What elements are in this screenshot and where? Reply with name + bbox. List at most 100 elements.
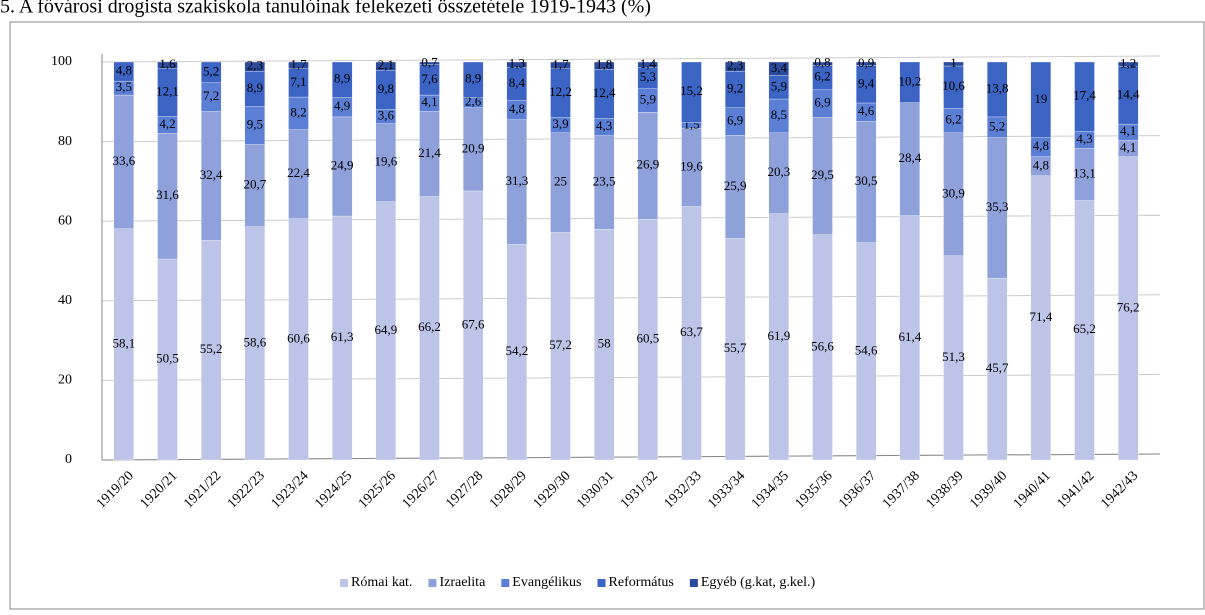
data-label: 4,8 [1033, 138, 1049, 153]
data-label: 57,2 [549, 337, 572, 352]
data-label: 10,2 [898, 73, 921, 88]
bar-segment [463, 61, 484, 98]
data-label: 5,9 [640, 91, 656, 106]
legend-label: Egyéb (g.kat, g.kel.) [701, 575, 816, 590]
data-label: 9,2 [727, 80, 743, 95]
grid-line [101, 135, 1161, 143]
data-label: 19 [1034, 91, 1047, 106]
data-label: 10,6 [942, 78, 965, 93]
data-label: 28,4 [898, 150, 921, 165]
y-tick-label: 60 [58, 213, 72, 228]
data-label: 54,2 [505, 343, 528, 358]
data-label: 58,6 [243, 334, 266, 349]
data-label: 3,6 [378, 108, 395, 123]
grid-line [101, 55, 1161, 63]
data-label: 51,3 [942, 349, 965, 364]
legend-swatch [689, 579, 698, 587]
data-label: 20,7 [243, 177, 266, 192]
legend-label: Izraelita [439, 575, 486, 590]
data-label: 4,8 [1033, 157, 1049, 172]
data-label: 61,3 [331, 329, 354, 344]
data-label: 8,9 [334, 71, 350, 86]
data-label: 15,2 [680, 83, 703, 98]
data-label: 32,4 [200, 167, 223, 182]
data-label: 35,3 [986, 199, 1009, 214]
bar-segment [725, 61, 746, 72]
data-label: 54,6 [855, 342, 878, 357]
y-tick-label: 80 [58, 134, 72, 149]
data-label: 1,7 [552, 56, 569, 71]
data-label: 3,4 [771, 60, 788, 75]
data-label: 31,6 [156, 187, 179, 202]
data-label: 1 [950, 55, 957, 70]
data-label: 2,3 [727, 58, 743, 73]
bar-segment [594, 61, 615, 70]
bar-segment [899, 61, 920, 103]
bar-segment [1118, 61, 1139, 67]
data-label: 19,6 [680, 158, 703, 173]
data-label: 12,1 [156, 83, 179, 98]
data-label: 63,7 [680, 324, 703, 339]
data-label: 0,9 [858, 55, 874, 70]
data-label: 9,5 [247, 116, 263, 131]
data-label: 4,1 [1120, 123, 1136, 138]
data-label: 19,6 [374, 154, 397, 169]
data-label: 12,2 [549, 84, 572, 99]
data-label: 7,2 [203, 88, 219, 103]
data-label: 1,4 [640, 56, 657, 71]
data-label: 26,9 [636, 157, 659, 172]
data-label: 6,2 [814, 69, 830, 84]
data-label: 60,5 [636, 331, 659, 346]
data-label: 76,2 [1117, 299, 1140, 314]
data-label: 24,9 [331, 157, 354, 172]
data-label: 1,3 [509, 56, 525, 71]
chart-title: 5. A fővárosi drogista szakiskola tanuló… [0, 0, 651, 18]
data-label: 7,1 [290, 74, 306, 89]
bar-segment [681, 61, 702, 123]
data-label: 20,9 [462, 140, 485, 155]
data-label: 4,3 [1076, 131, 1092, 146]
data-label: 5,2 [989, 118, 1005, 133]
data-label: 4,9 [334, 98, 350, 113]
data-label: 2,1 [378, 57, 394, 72]
y-tick-label: 20 [58, 373, 72, 388]
bar-segment [637, 61, 658, 68]
legend-swatch [340, 579, 348, 587]
data-label: 29,5 [811, 167, 834, 182]
data-label: 5,3 [640, 69, 656, 84]
data-label: 9,4 [858, 75, 875, 90]
data-label: 25,9 [724, 178, 747, 193]
bar-segment [943, 61, 964, 67]
bar-segment [419, 61, 440, 65]
bar-segment [288, 61, 309, 69]
data-label: 2,3 [247, 58, 263, 73]
bar-segment [550, 61, 571, 69]
data-label: 58,1 [112, 335, 135, 350]
data-label: 60,6 [287, 330, 310, 345]
data-label: 13,1 [1073, 165, 1096, 180]
data-label: 3,5 [116, 79, 132, 94]
grid-line [101, 373, 1161, 381]
data-label: 21,4 [418, 145, 441, 160]
data-label: 33,6 [112, 153, 135, 168]
bar-segment [201, 61, 222, 83]
data-label: 50,5 [156, 350, 179, 365]
data-label: 45,7 [986, 360, 1009, 375]
bar-segment [157, 61, 178, 69]
data-label: 4,1 [421, 94, 437, 109]
data-label: 55,7 [724, 340, 747, 355]
y-tick-label: 40 [58, 293, 72, 308]
data-label: 4,2 [159, 116, 175, 131]
data-label: 30,9 [942, 185, 965, 200]
data-label: 66,2 [418, 319, 441, 334]
bar-segment [856, 61, 877, 66]
bar-segment [244, 61, 265, 72]
data-label: 3,9 [552, 116, 568, 131]
data-label: 1,8 [596, 57, 612, 72]
data-label: 30,5 [855, 173, 878, 188]
data-label: 17,4 [1073, 88, 1096, 103]
bar-segment [113, 61, 134, 82]
bar-segment [506, 61, 527, 68]
data-label: 6,9 [727, 112, 743, 127]
